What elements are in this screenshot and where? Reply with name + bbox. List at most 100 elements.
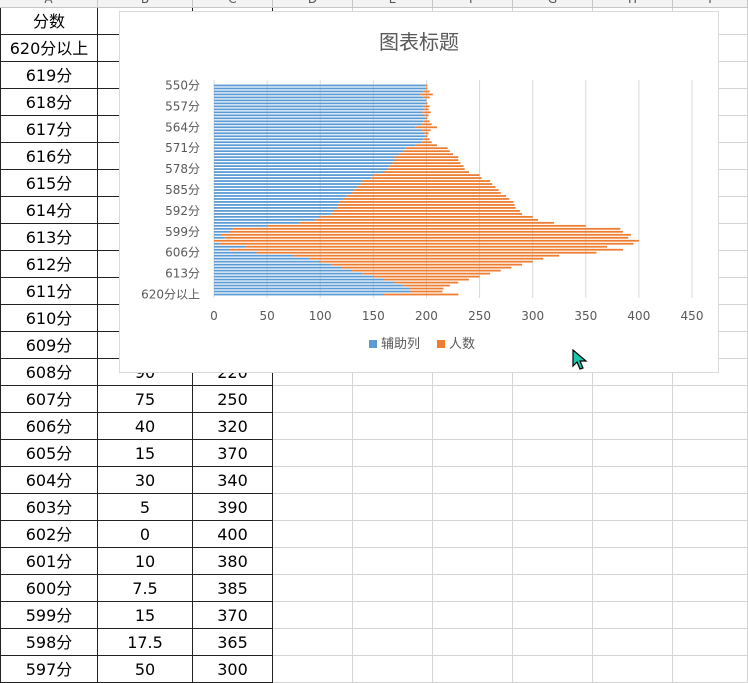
empty-cell[interactable] — [353, 521, 433, 548]
score-cell[interactable]: 609分 — [0, 332, 98, 359]
empty-cell[interactable] — [673, 440, 748, 467]
bar-count[interactable] — [424, 132, 429, 135]
empty-cell[interactable] — [673, 467, 748, 494]
bar-count[interactable] — [337, 207, 516, 209]
bar-count[interactable] — [424, 108, 429, 111]
bar-helper[interactable] — [214, 174, 374, 176]
bar-helper[interactable] — [214, 111, 423, 114]
bar-count[interactable] — [425, 87, 428, 90]
bar-helper[interactable] — [214, 290, 411, 293]
empty-cell[interactable] — [353, 413, 433, 440]
bar-count[interactable] — [423, 96, 430, 99]
bar-helper[interactable] — [214, 117, 426, 120]
bar-count[interactable] — [423, 138, 430, 141]
bar-count[interactable] — [357, 186, 496, 188]
empty-cell[interactable] — [353, 467, 433, 494]
bar-count[interactable] — [354, 189, 499, 191]
empty-cell[interactable] — [433, 413, 513, 440]
empty-cell[interactable] — [273, 386, 353, 413]
bar-helper[interactable] — [214, 147, 406, 150]
empty-cell[interactable] — [353, 656, 433, 683]
bar-helper[interactable] — [214, 260, 321, 263]
empty-cell[interactable] — [353, 548, 433, 575]
bar-helper[interactable] — [214, 129, 423, 132]
score-cell[interactable]: 616分 — [0, 143, 98, 170]
bar-helper[interactable] — [214, 257, 310, 260]
score-cell[interactable]: 598分 — [0, 629, 98, 656]
bar-count[interactable] — [394, 159, 459, 162]
column-header-f[interactable]: F — [433, 0, 513, 8]
bar-count[interactable] — [410, 290, 443, 293]
bar-count[interactable] — [362, 180, 491, 182]
empty-cell[interactable] — [673, 521, 748, 548]
empty-cell[interactable] — [673, 656, 748, 683]
empty-cell[interactable] — [673, 413, 748, 440]
empty-cell[interactable] — [273, 629, 353, 656]
empty-cell[interactable] — [433, 386, 513, 413]
empty-cell[interactable] — [513, 629, 593, 656]
empty-cell[interactable] — [673, 629, 748, 656]
bar-count[interactable] — [424, 114, 429, 117]
column-header-b[interactable]: B — [98, 0, 193, 8]
bar-count[interactable] — [314, 218, 538, 221]
bar-count[interactable] — [245, 245, 608, 248]
bar-count[interactable] — [388, 168, 465, 170]
empty-cell[interactable] — [273, 521, 353, 548]
bar-helper[interactable] — [214, 275, 374, 278]
bar-count[interactable] — [425, 84, 428, 87]
bar-count[interactable] — [232, 227, 621, 230]
count-cell[interactable]: 390 — [193, 494, 273, 521]
bar-count[interactable] — [352, 192, 501, 194]
bar-count[interactable] — [330, 212, 523, 215]
empty-cell[interactable] — [513, 413, 593, 440]
empty-cell[interactable] — [273, 548, 353, 575]
bar-count[interactable] — [423, 105, 430, 108]
bar-count[interactable] — [360, 183, 493, 185]
count-cell[interactable]: 380 — [193, 548, 273, 575]
empty-cell[interactable] — [353, 575, 433, 602]
empty-cell[interactable] — [593, 575, 673, 602]
bar-helper[interactable] — [214, 210, 333, 212]
empty-cell[interactable] — [513, 602, 593, 629]
score-cell[interactable]: 605分 — [0, 440, 98, 467]
empty-cell[interactable] — [513, 386, 593, 413]
bar-count[interactable] — [229, 230, 623, 233]
bar-helper[interactable] — [214, 126, 416, 129]
bar-count[interactable] — [405, 147, 448, 150]
empty-cell[interactable] — [593, 440, 673, 467]
bar-count[interactable] — [383, 171, 469, 173]
bar-count[interactable] — [409, 287, 444, 290]
bar-count[interactable] — [394, 281, 459, 284]
empty-cell[interactable] — [593, 548, 673, 575]
bar-count[interactable] — [320, 215, 533, 218]
helper-value-cell[interactable]: 10 — [98, 548, 193, 575]
count-cell[interactable]: 400 — [193, 521, 273, 548]
empty-cell[interactable] — [673, 602, 748, 629]
empty-cell[interactable] — [513, 440, 593, 467]
bar-helper[interactable] — [214, 293, 384, 296]
bar-helper[interactable] — [214, 227, 233, 230]
count-cell[interactable]: 370 — [193, 440, 273, 467]
column-header-a[interactable]: A — [0, 0, 98, 8]
empty-cell[interactable] — [353, 440, 433, 467]
bar-helper[interactable] — [214, 90, 424, 93]
bar-helper[interactable] — [214, 215, 321, 218]
bar-count[interactable] — [309, 257, 544, 260]
bar-helper[interactable] — [214, 189, 355, 191]
bar-count[interactable] — [293, 254, 560, 257]
empty-cell[interactable] — [433, 575, 513, 602]
bar-helper[interactable] — [214, 120, 424, 123]
score-cell[interactable]: 604分 — [0, 467, 98, 494]
header-cell-score[interactable]: 分数 — [0, 8, 98, 35]
empty-cell[interactable] — [673, 575, 748, 602]
legend-label[interactable]: 辅助列 — [381, 337, 420, 352]
empty-cell[interactable] — [433, 467, 513, 494]
chart[interactable]: 图表标题 0 50 100 150 200 250 300 350 400 450 550分 557分… — [119, 11, 719, 373]
bar-helper[interactable] — [214, 159, 395, 162]
bar-count[interactable] — [425, 102, 428, 105]
count-cell[interactable]: 320 — [193, 413, 273, 440]
legend-label[interactable]: 人数 — [449, 337, 475, 352]
chart-title[interactable]: 图表标题 — [379, 30, 459, 54]
bar-helper[interactable] — [214, 186, 358, 188]
bar-count[interactable] — [423, 90, 430, 93]
